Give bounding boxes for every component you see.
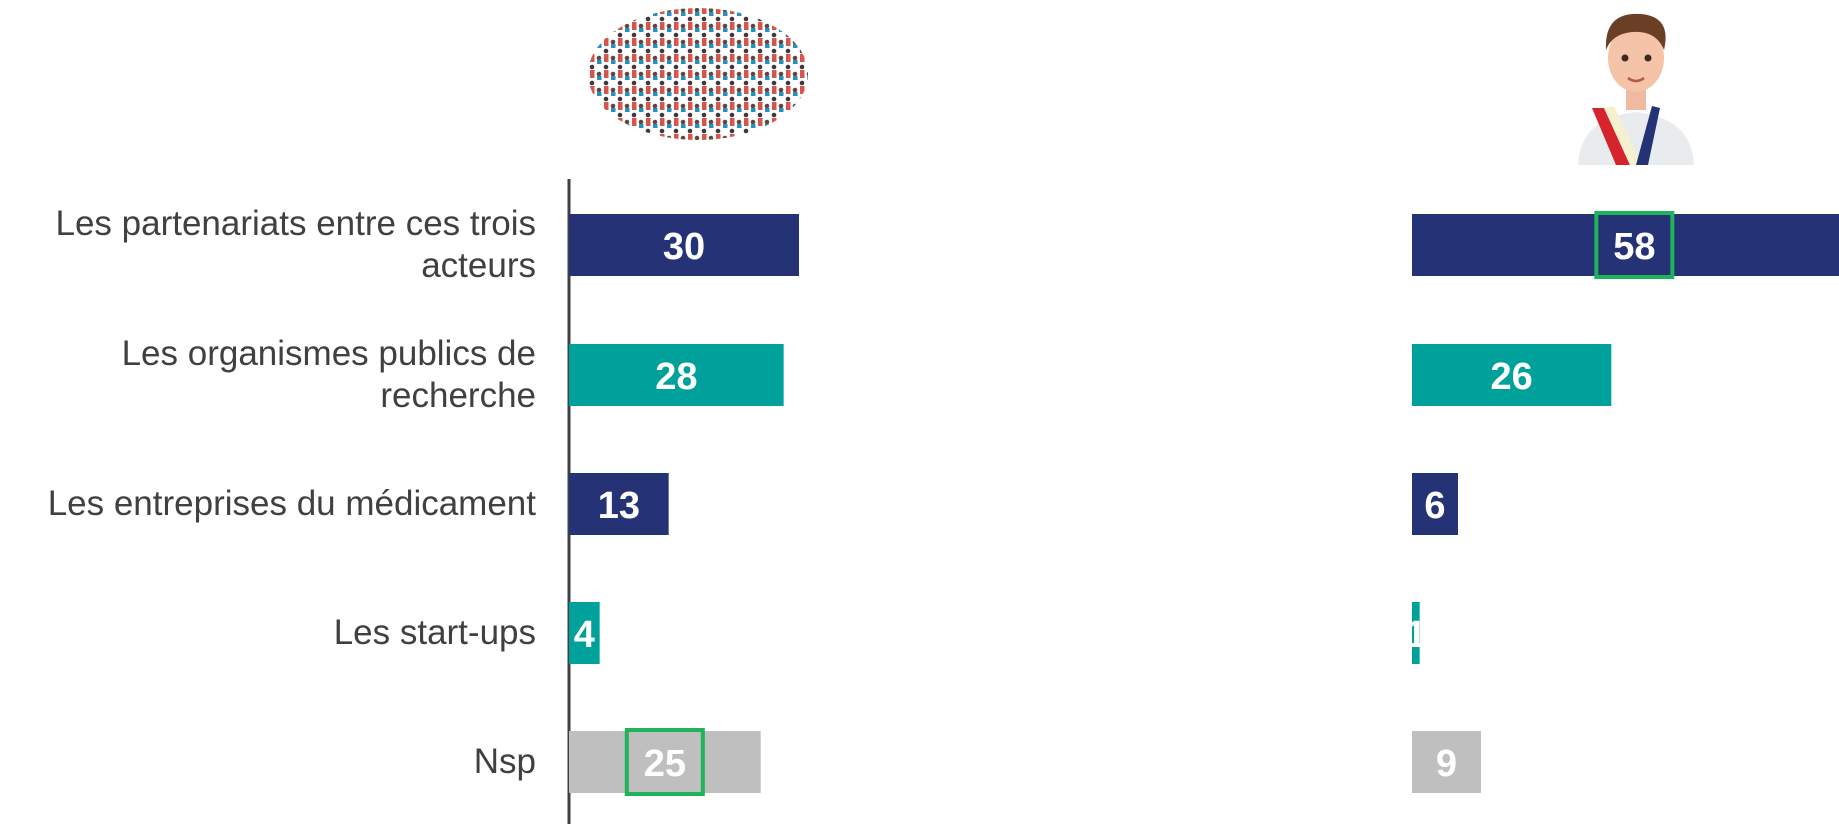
bar (569, 214, 799, 276)
category-label: Les organismes publics de recherche (121, 334, 536, 415)
bar-group: 30 28 13 4 25 (569, 214, 799, 796)
bar-group: 58 26 6 1 9 (1405, 211, 1839, 793)
category-label: Les partenariats entre ces trois acteurs (55, 204, 536, 285)
bar (1412, 214, 1839, 276)
highlight-box (1594, 211, 1675, 279)
crowd-icon (588, 8, 808, 140)
value-label: 6 (1424, 485, 1445, 527)
bar (569, 602, 600, 664)
bar (569, 731, 761, 793)
bar (1412, 344, 1612, 406)
bar (569, 473, 669, 535)
value-label: 13 (598, 485, 640, 527)
value-label: 26 (1491, 356, 1533, 398)
value-label: 25 (644, 743, 686, 785)
value-label: 30 (663, 226, 705, 268)
bar (569, 344, 784, 406)
value-label: 4 (574, 614, 595, 656)
mayor-icon (1578, 13, 1694, 165)
category-label: Nsp (473, 742, 536, 781)
value-label: 58 (1613, 226, 1655, 268)
value-label: 28 (655, 356, 697, 398)
bar (1412, 473, 1458, 535)
category-label: Les start-ups (333, 613, 536, 652)
bar (1412, 731, 1481, 793)
category-label: Les entreprises du médicament (47, 484, 536, 523)
value-label: 1 (1405, 614, 1426, 656)
bar (1412, 602, 1420, 664)
highlight-box (624, 728, 705, 796)
value-label: 9 (1436, 743, 1457, 785)
